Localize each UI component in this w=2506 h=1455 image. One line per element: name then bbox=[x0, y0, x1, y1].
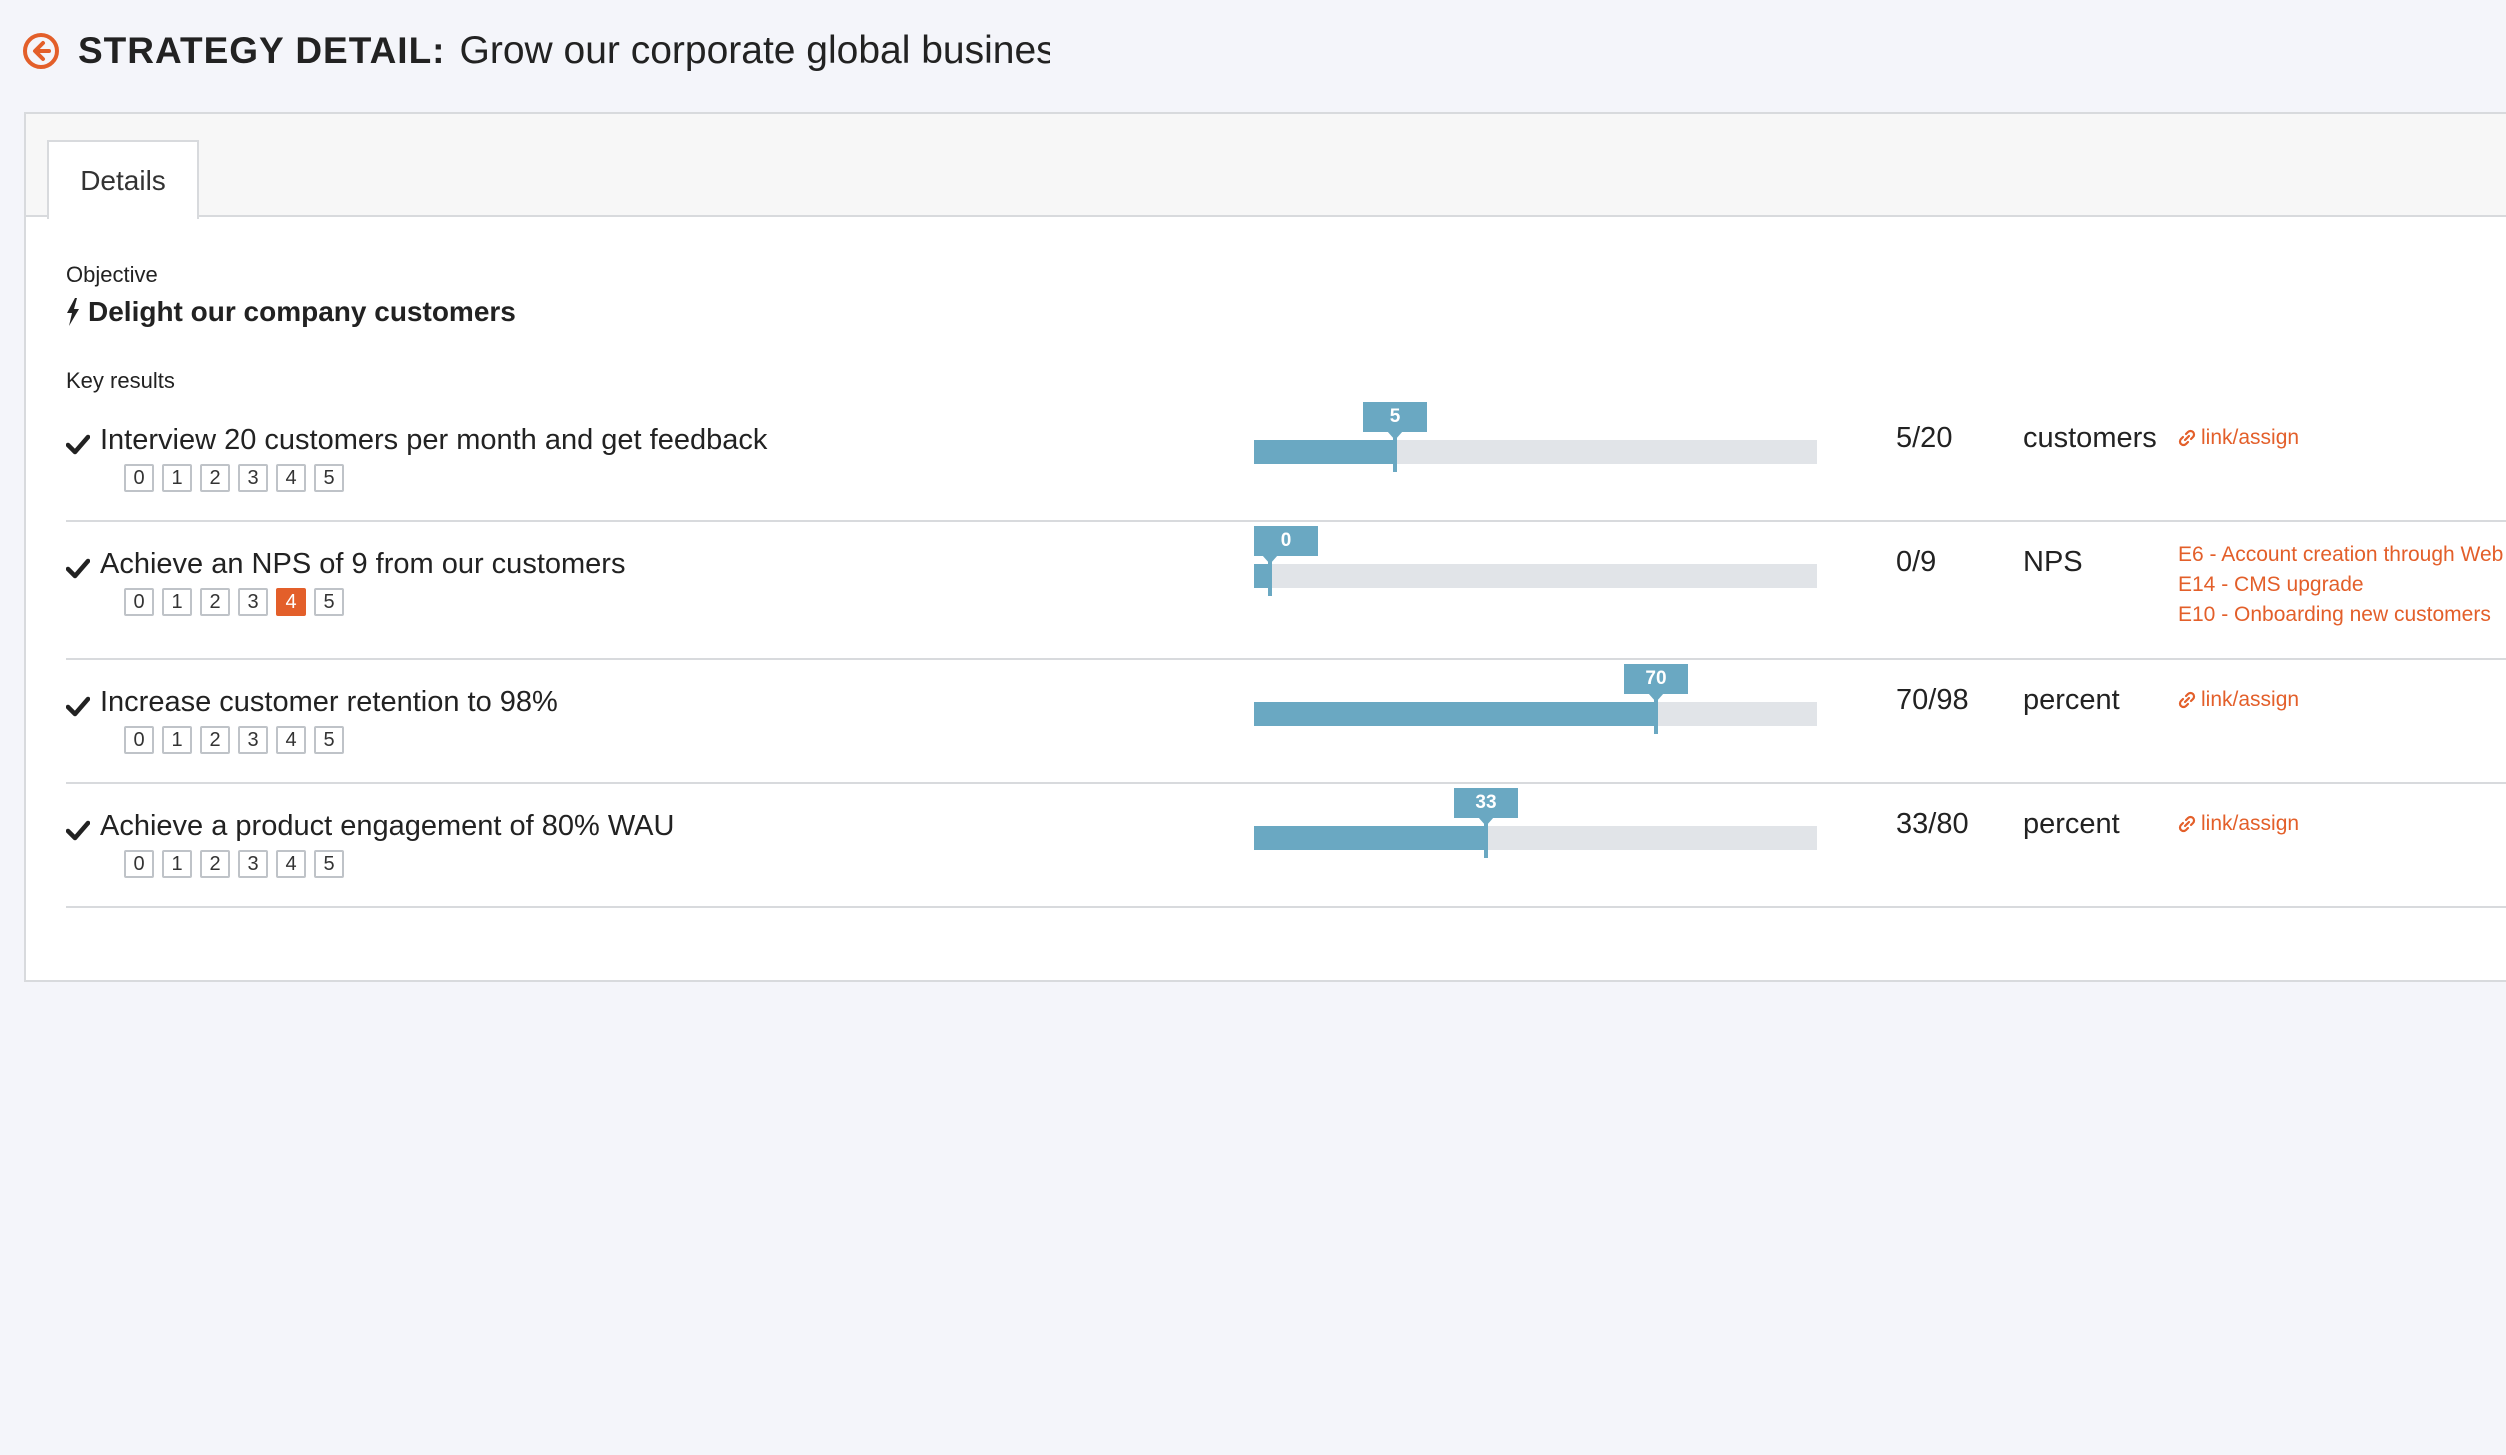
key-result-title: Increase customer retention to 98% bbox=[65, 686, 558, 719]
score-option[interactable]: 4 bbox=[276, 850, 306, 878]
linked-epic-link[interactable]: E10 - Onboarding new customers bbox=[2178, 603, 2491, 626]
link-assign-label: link/assign bbox=[2201, 426, 2300, 449]
key-result-row: Achieve a product engagement of 80% WAU 0… bbox=[65, 784, 2506, 908]
score-option[interactable]: 1 bbox=[162, 726, 192, 754]
score-option[interactable]: 3 bbox=[238, 850, 268, 878]
page-header: STRATEGY DETAIL: Grow our corporate glob… bbox=[22, 26, 1050, 76]
link-assign-label: link/assign bbox=[2201, 688, 2300, 711]
score-option[interactable]: 0 bbox=[124, 588, 154, 616]
link-assign-link[interactable]: link/assign bbox=[2178, 812, 2299, 836]
progress-unit: percent bbox=[2023, 808, 2120, 840]
progress-ratio: 70/98 bbox=[1896, 684, 1969, 716]
progress-bar: 70 bbox=[1254, 664, 1817, 734]
progress-ratio: 0/9 bbox=[1896, 546, 1937, 578]
check-icon bbox=[65, 554, 91, 578]
score-option[interactable]: 5 bbox=[314, 464, 344, 492]
score-option[interactable]: 4 bbox=[276, 588, 306, 616]
progress-fill bbox=[1254, 440, 1395, 464]
progress-unit: customers bbox=[2023, 422, 2157, 454]
score-option[interactable]: 2 bbox=[200, 850, 230, 878]
key-result-title-text: Achieve a product engagement of 80% WAU bbox=[100, 810, 675, 842]
progress-marker-notch bbox=[1648, 693, 1664, 702]
page-title: Grow our corporate global business bbox=[459, 29, 1050, 72]
progress-unit: percent bbox=[2023, 684, 2120, 716]
score-option[interactable]: 3 bbox=[238, 726, 268, 754]
progress-fill bbox=[1254, 564, 1270, 588]
score-option[interactable]: 5 bbox=[314, 726, 344, 754]
progress-unit: NPS bbox=[2023, 546, 2083, 578]
tab-details[interactable]: Details bbox=[47, 140, 199, 219]
progress-marker-stem bbox=[1484, 818, 1488, 858]
progress-marker-notch bbox=[1262, 555, 1278, 564]
progress-ratio: 33/80 bbox=[1896, 808, 1969, 840]
progress-marker-stem bbox=[1268, 556, 1272, 596]
check-icon bbox=[65, 692, 91, 716]
key-result-row: Increase customer retention to 98% 0 1 2 3 4 5… bbox=[65, 660, 2506, 784]
key-result-title-text: Achieve an NPS of 9 from our customers bbox=[100, 548, 626, 580]
score-option[interactable]: 2 bbox=[200, 464, 230, 492]
progress-marker: 70 bbox=[1624, 664, 1688, 694]
progress-bar: 5 bbox=[1254, 402, 1817, 472]
score-option[interactable]: 5 bbox=[314, 588, 344, 616]
progress-marker-stem bbox=[1393, 432, 1397, 472]
score-option[interactable]: 5 bbox=[314, 850, 344, 878]
link-assign-link[interactable]: link/assign bbox=[2178, 688, 2299, 712]
score-option[interactable]: 0 bbox=[124, 464, 154, 492]
linked-epic-link[interactable]: E14 - CMS upgrade bbox=[2178, 573, 2364, 596]
progress-marker: 33 bbox=[1454, 788, 1518, 818]
progress-marker: 0 bbox=[1254, 526, 1318, 556]
key-result-title-text: Interview 20 customers per month and get… bbox=[100, 424, 768, 456]
objective-label: Objective bbox=[66, 262, 158, 287]
check-icon bbox=[65, 430, 91, 454]
objective-title-text: Delight our company customers bbox=[88, 296, 516, 327]
progress-bar: 0 bbox=[1254, 526, 1817, 596]
key-result-title: Interview 20 customers per month and get… bbox=[65, 424, 768, 457]
score-option[interactable]: 1 bbox=[162, 850, 192, 878]
key-result-title-text: Increase customer retention to 98% bbox=[100, 686, 558, 718]
score-option[interactable]: 0 bbox=[124, 850, 154, 878]
progress-marker: 5 bbox=[1363, 402, 1427, 432]
page-title-label: STRATEGY DETAIL: bbox=[78, 30, 446, 71]
linked-epics: E6 - Account creation through Web E14 - C… bbox=[2178, 540, 2503, 630]
link-assign-link[interactable]: link/assign bbox=[2178, 426, 2299, 450]
key-results-label: Key results bbox=[66, 368, 175, 393]
tab-bar: Details bbox=[26, 114, 2506, 219]
score-option[interactable]: 4 bbox=[276, 726, 306, 754]
link-assign-label: link/assign bbox=[2201, 812, 2300, 835]
link-icon bbox=[2178, 691, 2196, 709]
score-option[interactable]: 0 bbox=[124, 726, 154, 754]
link-icon bbox=[2178, 429, 2196, 447]
bolt-icon bbox=[66, 298, 80, 326]
back-arrow-icon[interactable] bbox=[22, 32, 60, 70]
score-option[interactable]: 2 bbox=[200, 588, 230, 616]
key-result-title: Achieve a product engagement of 80% WAU bbox=[65, 810, 675, 843]
progress-marker-notch bbox=[1387, 431, 1403, 440]
key-result-row: Interview 20 customers per month and get… bbox=[65, 398, 2506, 522]
score-option[interactable]: 3 bbox=[238, 464, 268, 492]
key-result-title: Achieve an NPS of 9 from our customers bbox=[65, 548, 626, 581]
linked-epic-link[interactable]: E6 - Account creation through Web bbox=[2178, 543, 2504, 566]
score-option[interactable]: 4 bbox=[276, 464, 306, 492]
details-panel: Details Objective Delight our company cu… bbox=[24, 112, 2506, 982]
score-option[interactable]: 3 bbox=[238, 588, 268, 616]
progress-fill bbox=[1254, 826, 1486, 850]
objective-title: Delight our company customers bbox=[66, 296, 516, 328]
progress-fill bbox=[1254, 702, 1656, 726]
score-option[interactable]: 2 bbox=[200, 726, 230, 754]
progress-ratio: 5/20 bbox=[1896, 422, 1953, 454]
key-result-row: Achieve an NPS of 9 from our customers 0 1… bbox=[65, 522, 2506, 660]
link-icon bbox=[2178, 815, 2196, 833]
check-icon bbox=[65, 816, 91, 840]
score-option[interactable]: 1 bbox=[162, 464, 192, 492]
progress-marker-notch bbox=[1478, 817, 1494, 826]
score-option[interactable]: 1 bbox=[162, 588, 192, 616]
progress-marker-stem bbox=[1654, 694, 1658, 734]
progress-bar: 33 bbox=[1254, 788, 1817, 858]
